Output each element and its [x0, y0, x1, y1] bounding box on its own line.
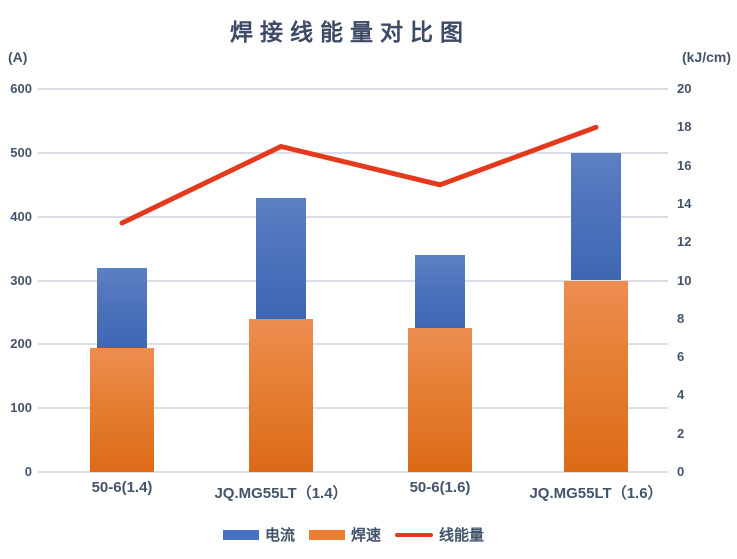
- y-axis-tick-right: 4: [677, 387, 685, 403]
- y-axis-tick-left: 300: [10, 272, 32, 288]
- x-axis-label: JQ.MG55LT（1.4）: [191, 479, 371, 506]
- legend-label: 焊速: [350, 527, 381, 544]
- legend-item: 线能量: [395, 524, 484, 545]
- gridline: [38, 215, 668, 218]
- x-axis-label: 50-6(1.4): [91, 479, 153, 496]
- chart-legend: 电流 焊速 线能量: [0, 524, 707, 545]
- legend-bar-swatch-icon: [222, 529, 259, 540]
- gridline: [38, 471, 668, 473]
- legend-label: 线能量: [439, 527, 485, 544]
- y-axis-tick-right: 0: [677, 464, 685, 479]
- x-axis-label: JQ.MG55LT（1.6）: [506, 479, 686, 506]
- left-axis-unit-label: (A): [8, 49, 28, 65]
- gridline: [38, 88, 668, 90]
- y-axis-tick-left: 200: [10, 336, 32, 352]
- legend-item: 焊速: [308, 524, 381, 545]
- current-bar: [415, 254, 465, 329]
- y-axis-tick-right: 18: [677, 119, 692, 135]
- speed-bar: [90, 347, 154, 472]
- y-axis-tick-right: 12: [677, 234, 692, 250]
- legend-bar-swatch-icon: [308, 529, 345, 540]
- x-axis-label: 50-6(1.6): [409, 479, 471, 496]
- current-bar: [256, 197, 306, 319]
- y-axis-tick-left: 500: [10, 144, 32, 160]
- y-axis-tick-right: 14: [677, 195, 692, 211]
- y-axis-tick-right: 16: [677, 157, 692, 173]
- y-axis-tick-right: 2: [677, 425, 685, 441]
- right-axis-unit-label: (kJ/cm): [681, 49, 731, 65]
- legend-line-swatch-icon: [395, 532, 433, 537]
- y-axis-tick-right: 8: [677, 310, 685, 326]
- speed-bar: [564, 280, 628, 472]
- chart-title: 焊接线能量对比图: [230, 19, 470, 45]
- current-bar: [97, 267, 147, 348]
- y-axis-tick-left: 400: [10, 208, 32, 224]
- y-axis-tick-right: 20: [677, 81, 692, 96]
- speed-bar: [249, 318, 313, 472]
- y-axis-tick-right: 6: [677, 349, 685, 365]
- y-axis-tick-left: 100: [10, 400, 32, 416]
- legend-item: 电流: [222, 524, 295, 545]
- speed-bar: [408, 328, 472, 472]
- y-axis-tick-left: 0: [24, 464, 32, 479]
- y-axis-tick-right: 10: [677, 272, 692, 288]
- y-axis-tick-left: 600: [10, 81, 32, 96]
- gridline: [38, 151, 668, 154]
- gridline: [38, 343, 668, 346]
- gridline: [38, 407, 668, 410]
- current-bar: [571, 152, 621, 281]
- legend-label: 电流: [264, 527, 295, 544]
- plot-area: [38, 88, 668, 473]
- energy-line: [119, 124, 599, 226]
- gridline: [38, 279, 668, 282]
